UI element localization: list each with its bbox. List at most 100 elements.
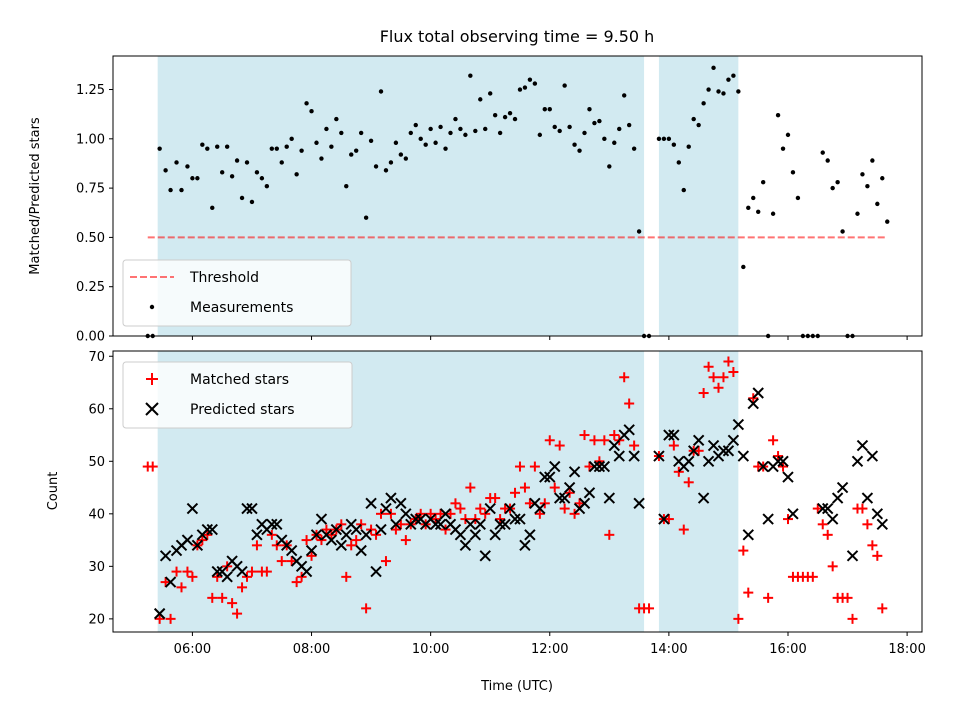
- predicted-star-point: [772, 455, 784, 468]
- matched-star-point: [619, 372, 630, 383]
- matched-star-point: [480, 508, 491, 519]
- matched-star-point: [733, 613, 744, 624]
- matched-star-point: [460, 514, 471, 525]
- matched-star-point: [569, 508, 580, 519]
- matched-star-point: [743, 587, 754, 598]
- matched-star-point: [380, 556, 391, 567]
- y-tick-label: 30: [88, 560, 105, 575]
- measurement-point: [790, 170, 796, 175]
- measurement-point: [195, 176, 200, 181]
- measurement-point: [741, 264, 746, 270]
- predicted-star-point: [519, 539, 531, 552]
- predicted-star-point: [325, 534, 338, 546]
- measurement-point: [458, 126, 463, 132]
- predicted-star-point: [315, 513, 328, 525]
- measurement-point: [706, 87, 711, 92]
- predicted-star-point: [385, 492, 397, 504]
- measurement-point: [636, 229, 642, 234]
- measurements-legend-label: Measurements: [190, 300, 293, 316]
- measurement-point: [875, 201, 880, 207]
- chart-title: Flux total observing time = 9.50 h: [380, 27, 655, 46]
- measurement-point: [264, 183, 270, 189]
- measurement-point: [522, 85, 528, 90]
- measurement-point: [174, 160, 179, 165]
- matched-star-point: [160, 577, 171, 588]
- matched-star-point: [415, 508, 426, 519]
- measurement-point: [443, 146, 448, 151]
- matched-star-point: [371, 529, 382, 540]
- matched-star-point: [763, 592, 774, 603]
- y-tick-label: 50: [88, 455, 105, 470]
- ratio-panel: 0.00 0.25 0.50 0.75 1.00 1.25 Matched/Predict…: [28, 55, 923, 345]
- matched-star-point: [768, 435, 779, 446]
- measurement-point: [438, 124, 443, 130]
- measurement-point: [885, 219, 890, 224]
- matched-star-point: [549, 482, 560, 493]
- predicted-star-point: [355, 544, 367, 557]
- matched-star-point: [271, 540, 282, 551]
- predicted-star-point: [271, 518, 283, 531]
- matched-star-point: [222, 561, 233, 572]
- predicted-star-point: [469, 529, 482, 541]
- predicted-star-point: [598, 460, 611, 473]
- measurement-point: [612, 140, 617, 145]
- predicted-star-point: [400, 508, 412, 520]
- matched-star-point: [356, 519, 367, 530]
- matched-star-point: [301, 535, 312, 546]
- predicted-star-point: [509, 513, 521, 525]
- measurement-point: [215, 144, 220, 149]
- predicted-star-point: [360, 529, 372, 541]
- matched-star-point: [857, 503, 868, 514]
- measurement-point: [736, 89, 741, 94]
- predicted-star-point: [191, 539, 204, 552]
- ratio-legend: Threshold Measurements: [122, 259, 352, 327]
- y-tick-label: 0.75: [76, 182, 105, 197]
- measurement-point: [339, 130, 344, 136]
- predicted-star-point: [153, 607, 166, 620]
- predicted-star-point: [474, 518, 486, 531]
- matched-star-point: [678, 524, 689, 535]
- measurement-point: [284, 144, 289, 149]
- x-tick-label: 10:00: [412, 642, 449, 657]
- measurement-point: [363, 215, 369, 220]
- matched-star-point: [465, 482, 476, 493]
- matched-star-point: [286, 556, 297, 567]
- measurement-point: [870, 158, 875, 163]
- measurement-point: [587, 107, 592, 112]
- predicted-legend-swatch: [145, 402, 159, 416]
- predicted-star-point: [236, 565, 248, 578]
- measurement-point: [756, 209, 761, 214]
- matched-star-point: [291, 577, 302, 588]
- predicted-star-point: [608, 439, 620, 452]
- measurement-point: [721, 91, 726, 96]
- measurement-point: [210, 205, 215, 211]
- observing-interval-shade: [658, 351, 739, 632]
- matched-star-point: [207, 592, 218, 603]
- matched-star-point: [346, 540, 357, 551]
- predicted-star-point: [429, 518, 442, 531]
- measurement-point: [383, 168, 389, 173]
- predicted-legend-label: Predicted stars: [190, 402, 295, 418]
- predicted-star-point: [757, 460, 769, 473]
- measurement-point: [353, 148, 359, 153]
- predicted-star-point: [821, 502, 834, 515]
- measurement-point: [190, 176, 195, 181]
- predicted-star-point: [836, 481, 849, 494]
- measurement-point: [403, 156, 409, 161]
- measurement-point: [746, 205, 751, 211]
- measurement-point: [760, 179, 766, 185]
- measurement-point: [259, 176, 265, 181]
- predicted-star-point: [876, 518, 889, 531]
- measurement-point: [661, 136, 667, 142]
- measurement-point: [820, 150, 825, 155]
- matched-star-point: [495, 514, 506, 525]
- matched-star-point: [390, 524, 401, 535]
- matched-star-point: [341, 571, 352, 582]
- matched-star-point: [559, 503, 570, 514]
- predicted-star-point: [866, 450, 879, 462]
- measurement-point: [617, 126, 622, 132]
- measurement-point: [577, 148, 582, 153]
- matched-legend-label: Matched stars: [190, 372, 289, 388]
- measurement-point: [234, 158, 240, 163]
- measurement-point: [631, 146, 637, 151]
